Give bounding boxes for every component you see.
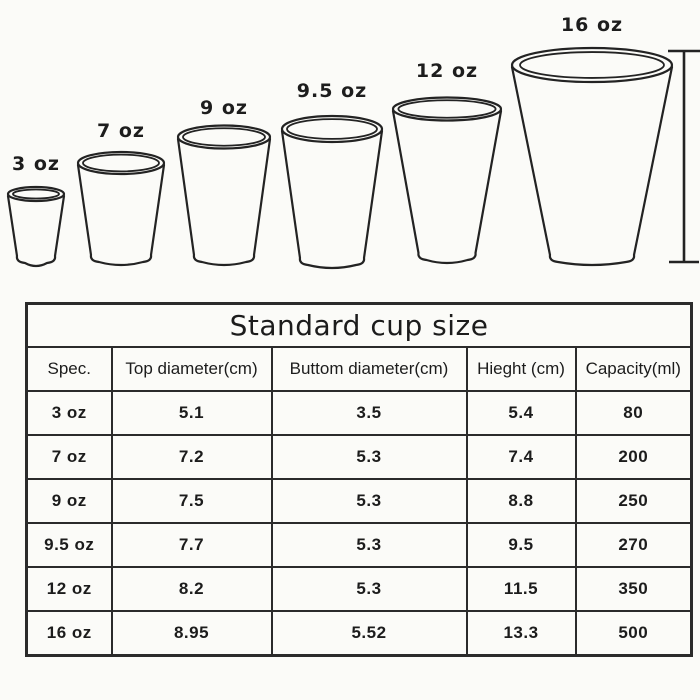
value-cell-5-1: 8.95 <box>110 610 273 657</box>
cup-drawing-7-oz <box>76 150 166 267</box>
table-title: Standard cup size <box>25 302 693 348</box>
value-cell-2-2: 5.3 <box>270 478 468 524</box>
cup-drawing-12-oz <box>391 96 503 265</box>
value-cell-1-2: 5.3 <box>270 434 468 480</box>
spec-cell-3: 9.5 oz <box>25 522 113 568</box>
value-cell-0-4: 80 <box>574 390 693 436</box>
cup-drawing-9.5-oz <box>280 114 384 270</box>
table-row-0: 3 oz 5.1 3.5 5.4 80 <box>25 390 693 436</box>
value-cell-0-2: 3.5 <box>270 390 468 436</box>
value-cell-2-3: 8.8 <box>465 478 577 524</box>
table-title-row: Standard cup size <box>25 302 693 348</box>
cup-size-table: Standard cup size Spec. Top diameter(cm) B… <box>25 302 694 657</box>
spec-cell-2: 9 oz <box>25 478 113 524</box>
value-cell-1-1: 7.2 <box>110 434 273 480</box>
table-row-4: 12 oz 8.2 5.3 11.5 350 <box>25 566 693 612</box>
value-cell-4-4: 350 <box>574 566 693 612</box>
value-cell-2-1: 7.5 <box>110 478 273 524</box>
table-row-3: 9.5 oz 7.7 5.3 9.5 270 <box>25 522 693 568</box>
value-cell-4-1: 8.2 <box>110 566 273 612</box>
height-dimension-line <box>668 49 700 264</box>
cup-drawing-9-oz <box>176 124 272 267</box>
table-body: 3 oz 5.1 3.5 5.4 80 7 oz 7.2 5.3 7.4 200 9 oz 7.5 5.… <box>25 390 693 657</box>
value-cell-4-3: 11.5 <box>465 566 577 612</box>
value-cell-2-4: 250 <box>574 478 693 524</box>
cup-drawing-16-oz <box>510 46 674 267</box>
value-cell-1-3: 7.4 <box>465 434 577 480</box>
column-header-1: Top diameter(cm) <box>110 346 273 392</box>
value-cell-3-4: 270 <box>574 522 693 568</box>
value-cell-4-2: 5.3 <box>270 566 468 612</box>
column-header-0: Spec. <box>25 346 113 392</box>
cup-drawing-3-oz <box>6 185 66 268</box>
table-row-1: 7 oz 7.2 5.3 7.4 200 <box>25 434 693 480</box>
table-row-2: 9 oz 7.5 5.3 8.8 250 <box>25 478 693 524</box>
cups-illustration <box>6 46 700 270</box>
value-cell-5-2: 5.52 <box>270 610 468 657</box>
value-cell-3-2: 5.3 <box>270 522 468 568</box>
value-cell-5-4: 500 <box>574 610 693 657</box>
value-cell-3-3: 9.5 <box>465 522 577 568</box>
spec-cell-0: 3 oz <box>25 390 113 436</box>
value-cell-1-4: 200 <box>574 434 693 480</box>
column-header-2: Buttom diameter(cm) <box>270 346 468 392</box>
column-header-4: Capacity(ml) <box>574 346 693 392</box>
table-header-row: Spec. Top diameter(cm) Buttom diameter(cm)… <box>25 346 693 392</box>
spec-cell-5: 16 oz <box>25 610 113 657</box>
spec-cell-4: 12 oz <box>25 566 113 612</box>
table-row-5: 16 oz 8.95 5.52 13.3 500 <box>25 610 693 657</box>
column-header-3: Hieght (cm) <box>465 346 577 392</box>
value-cell-3-1: 7.7 <box>110 522 273 568</box>
value-cell-0-3: 5.4 <box>465 390 577 436</box>
value-cell-0-1: 5.1 <box>110 390 273 436</box>
spec-cell-1: 7 oz <box>25 434 113 480</box>
value-cell-5-3: 13.3 <box>465 610 577 657</box>
